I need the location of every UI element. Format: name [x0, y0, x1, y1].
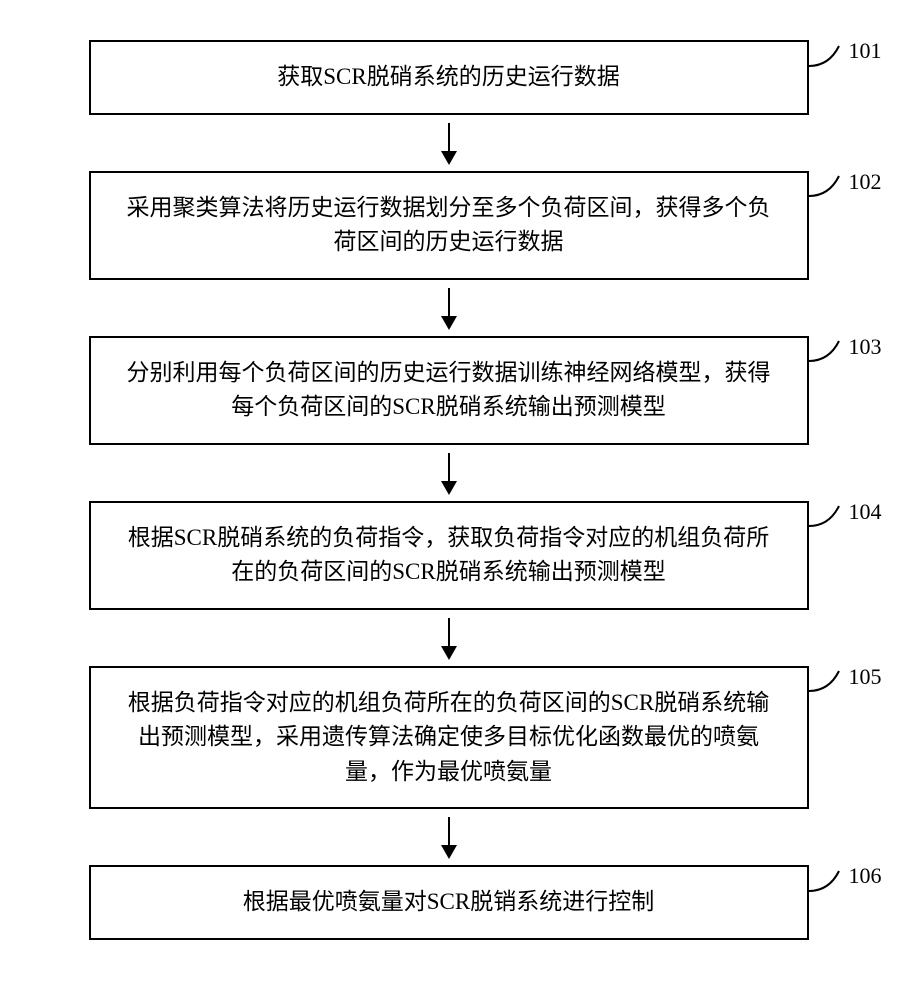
label-text-103: 103	[849, 334, 882, 359]
step-box-104: 根据SCR脱硝系统的负荷指令，获取负荷指令对应的机组负荷所在的负荷区间的SCR脱…	[89, 501, 809, 610]
label-text-106: 106	[849, 863, 882, 888]
step-label-104: 104	[809, 495, 882, 529]
step-text-101: 获取SCR脱硝系统的历史运行数据	[277, 60, 619, 95]
label-text-105: 105	[849, 664, 882, 689]
step-container-103: 分别利用每个负荷区间的历史运行数据训练神经网络模型，获得每个负荷区间的SCR脱硝…	[60, 336, 837, 501]
arrow-5	[448, 809, 450, 865]
step-label-105: 105	[809, 660, 882, 694]
step-label-103: 103	[809, 330, 882, 364]
step-container-104: 根据SCR脱硝系统的负荷指令，获取负荷指令对应的机组负荷所在的负荷区间的SCR脱…	[60, 501, 837, 666]
step-text-102: 采用聚类算法将历史运行数据划分至多个负荷区间，获得多个负荷区间的历史运行数据	[121, 191, 777, 260]
connector-icon	[809, 863, 849, 893]
arrow-3	[448, 445, 450, 501]
connector-icon	[809, 333, 849, 363]
label-text-104: 104	[849, 499, 882, 524]
flowchart-container: 获取SCR脱硝系统的历史运行数据 101 采用聚类算法将历史运行数据划分至多个负…	[0, 0, 897, 970]
step-box-105: 根据负荷指令对应的机组负荷所在的负荷区间的SCR脱硝系统输出预测模型，采用遗传算…	[89, 666, 809, 810]
connector-icon	[809, 168, 849, 198]
arrow-2	[448, 280, 450, 336]
connector-icon	[809, 498, 849, 528]
connector-icon	[809, 38, 849, 68]
step-label-101: 101	[809, 34, 882, 68]
arrow-1	[448, 115, 450, 171]
label-text-102: 102	[849, 169, 882, 194]
step-container-106: 根据最优喷氨量对SCR脱销系统进行控制 106	[60, 865, 837, 940]
step-text-103: 分别利用每个负荷区间的历史运行数据训练神经网络模型，获得每个负荷区间的SCR脱硝…	[121, 356, 777, 425]
step-container-102: 采用聚类算法将历史运行数据划分至多个负荷区间，获得多个负荷区间的历史运行数据 1…	[60, 171, 837, 336]
step-box-103: 分别利用每个负荷区间的历史运行数据训练神经网络模型，获得每个负荷区间的SCR脱硝…	[89, 336, 809, 445]
connector-icon	[809, 663, 849, 693]
step-text-104: 根据SCR脱硝系统的负荷指令，获取负荷指令对应的机组负荷所在的负荷区间的SCR脱…	[121, 521, 777, 590]
step-container-105: 根据负荷指令对应的机组负荷所在的负荷区间的SCR脱硝系统输出预测模型，采用遗传算…	[60, 666, 837, 866]
step-box-101: 获取SCR脱硝系统的历史运行数据 101	[89, 40, 809, 115]
step-text-106: 根据最优喷氨量对SCR脱销系统进行控制	[243, 885, 654, 920]
step-container-101: 获取SCR脱硝系统的历史运行数据 101	[60, 40, 837, 171]
step-box-102: 采用聚类算法将历史运行数据划分至多个负荷区间，获得多个负荷区间的历史运行数据 1…	[89, 171, 809, 280]
step-text-105: 根据负荷指令对应的机组负荷所在的负荷区间的SCR脱硝系统输出预测模型，采用遗传算…	[121, 686, 777, 790]
step-box-106: 根据最优喷氨量对SCR脱销系统进行控制 106	[89, 865, 809, 940]
step-label-106: 106	[809, 859, 882, 893]
step-label-102: 102	[809, 165, 882, 199]
arrow-4	[448, 610, 450, 666]
label-text-101: 101	[849, 38, 882, 63]
